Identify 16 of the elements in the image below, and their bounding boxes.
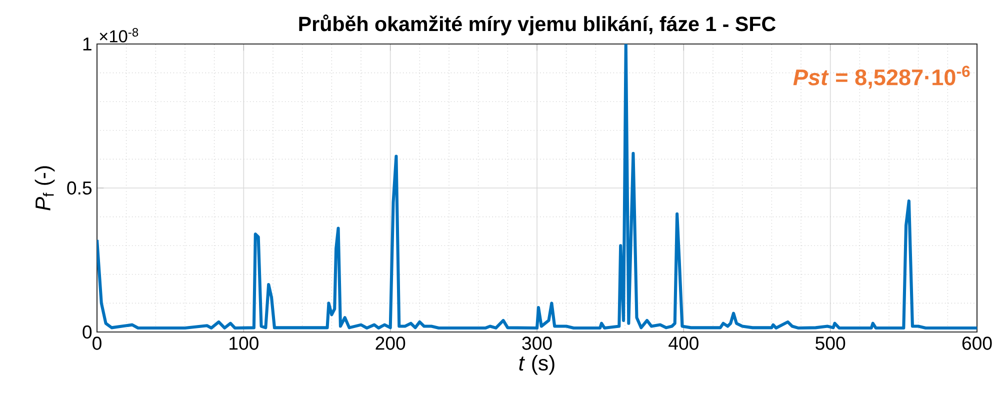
x-tick-label: 300 — [522, 336, 552, 350]
y-tick-label: 0.5 — [67, 181, 92, 195]
y-tick-label: 1 — [83, 38, 92, 50]
x-tick-label: 500 — [816, 336, 846, 350]
line-series — [97, 44, 977, 330]
x-tick-label: 600 — [962, 336, 992, 350]
y-tick-label: 0 — [82, 325, 92, 339]
x-tick-label: 400 — [668, 336, 698, 350]
y-axis-title: P$_{f}$ (-) — [34, 166, 55, 210]
x-tick-label: 100 — [230, 336, 258, 350]
x-tick-label: 200 — [376, 336, 406, 350]
chart-title: Průběh okamžité míry vjemu blikání, fáze 1 - SFC — [299, 14, 776, 36]
x-tick-label: 0 — [92, 336, 102, 350]
text: ×10$^{-8}$ — [100, 28, 138, 42]
x-axis-title: t (s) — [519, 354, 554, 375]
annotation: Pst = 8,5287·10$^{-6}$ — [793, 66, 970, 89]
